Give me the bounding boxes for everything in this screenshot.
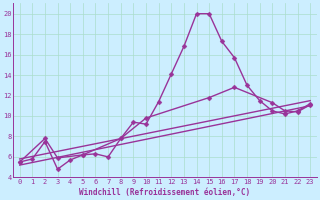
X-axis label: Windchill (Refroidissement éolien,°C): Windchill (Refroidissement éolien,°C) <box>79 188 251 197</box>
